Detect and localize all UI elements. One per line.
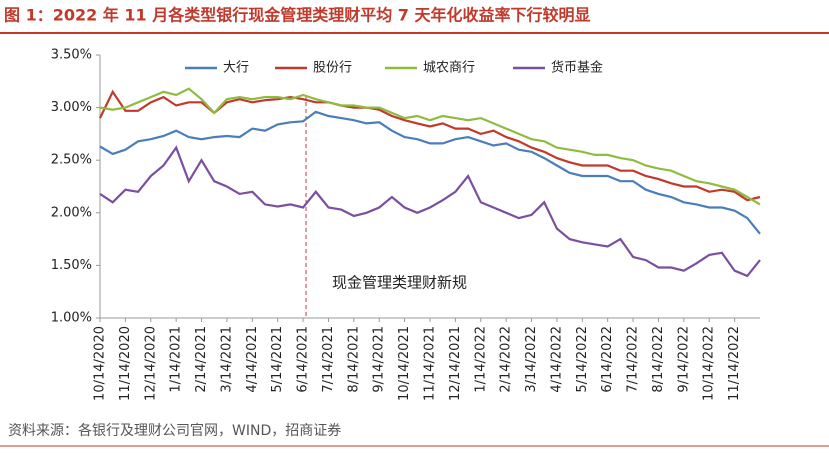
x-tick-label: 5/14/2021 bbox=[270, 326, 285, 393]
x-tick-label: 12/14/2021 bbox=[448, 326, 463, 401]
x-tick-label: 2/14/2021 bbox=[194, 326, 209, 393]
y-tick-label: 2.50% bbox=[51, 153, 92, 168]
x-tick-label: 2/14/2022 bbox=[499, 326, 514, 393]
x-tick-label: 9/14/2021 bbox=[372, 326, 387, 393]
y-tick-label: 3.00% bbox=[51, 100, 92, 115]
x-tick-label: 10/14/2021 bbox=[397, 326, 412, 401]
series-line bbox=[99, 87, 761, 206]
x-tick-label: 12/14/2020 bbox=[143, 326, 158, 401]
series-line bbox=[99, 110, 761, 235]
legend-label: 城农商行 bbox=[423, 61, 475, 76]
y-tick-label: 3.50% bbox=[51, 48, 92, 63]
x-tick-label: 3/14/2021 bbox=[219, 326, 234, 393]
x-tick-label: 10/14/2020 bbox=[93, 326, 108, 401]
chart-title: 图 1：2022 年 11 月各类型银行现金管理类理财平均 7 天年化收益率下行… bbox=[4, 6, 591, 25]
x-tick-label: 5/14/2022 bbox=[575, 326, 590, 393]
y-tick-label: 2.00% bbox=[51, 205, 92, 220]
legend-label: 大行 bbox=[223, 61, 249, 76]
legend-label: 股份行 bbox=[313, 61, 352, 76]
x-tick-label: 11/14/2020 bbox=[118, 326, 133, 401]
x-tick-label: 10/14/2022 bbox=[702, 326, 717, 401]
x-tick-label: 1/14/2022 bbox=[473, 326, 488, 393]
x-tick-label: 8/14/2021 bbox=[346, 326, 361, 393]
x-tick-label: 3/14/2022 bbox=[524, 326, 539, 393]
series-line bbox=[99, 145, 761, 278]
x-tick-label: 4/14/2022 bbox=[549, 326, 564, 393]
source: 资料来源：各银行及理财公司官网，WIND，招商证券 bbox=[8, 423, 341, 439]
x-tick-label: 6/14/2022 bbox=[600, 326, 615, 393]
series-line bbox=[99, 89, 761, 202]
x-tick-label: 7/14/2022 bbox=[626, 326, 641, 393]
annotation: 现金管理类理财新规 bbox=[332, 274, 467, 292]
x-tick-label: 1/14/2021 bbox=[169, 326, 184, 393]
x-tick-label: 8/14/2022 bbox=[651, 326, 666, 393]
x-tick-label: 7/14/2021 bbox=[321, 326, 336, 393]
x-tick-label: 11/14/2021 bbox=[423, 326, 438, 401]
x-tick-label: 6/14/2021 bbox=[296, 326, 311, 393]
y-tick-label: 1.50% bbox=[51, 258, 92, 273]
y-tick-label: 1.00% bbox=[51, 311, 92, 326]
legend-label: 货币基金 bbox=[551, 60, 603, 76]
x-tick-label: 11/14/2022 bbox=[727, 326, 742, 401]
x-tick-label: 4/14/2021 bbox=[245, 326, 260, 393]
x-tick-label: 9/14/2022 bbox=[676, 326, 691, 393]
